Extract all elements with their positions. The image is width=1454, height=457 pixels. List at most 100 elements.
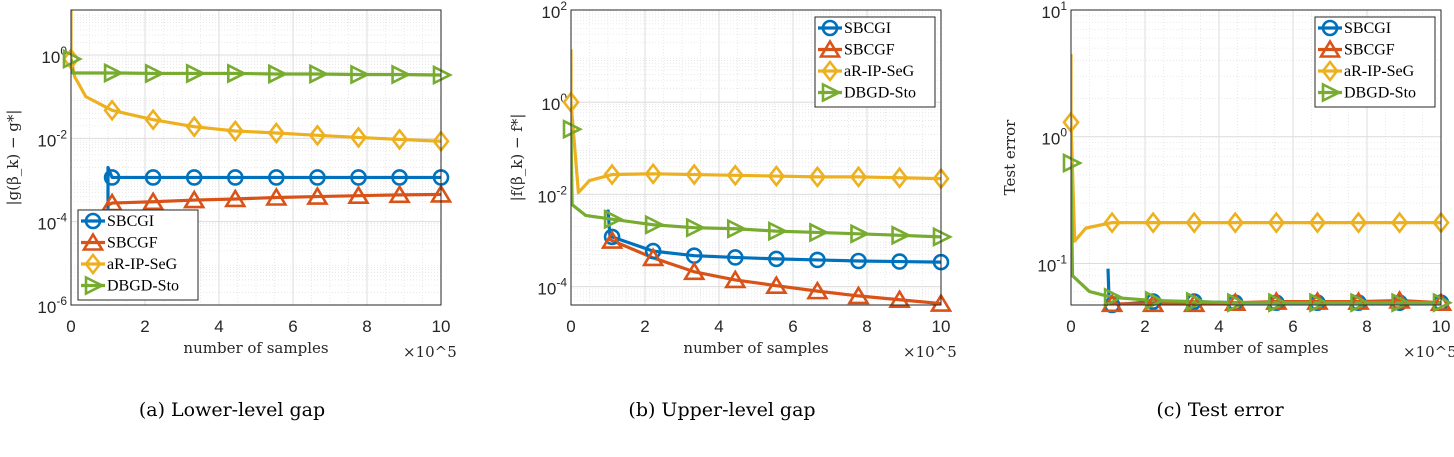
data-marker-DBGD-Sto: [185, 63, 207, 84]
legend-item: aR-IP-SeG: [81, 252, 178, 276]
data-marker-aR-IP-SeG: [767, 164, 785, 188]
x-tick-label: 4: [714, 317, 723, 336]
data-marker-SBCGI: [850, 252, 867, 270]
y-tick-label-base: 10: [1041, 3, 1060, 22]
series-line-aR-IP-SeG: [71, 10, 441, 143]
x-tick-label: 10: [432, 317, 451, 336]
data-marker-aR-IP-SeG: [1103, 211, 1121, 234]
data-marker-SBCGF: [929, 293, 953, 312]
y-tick-label-exponent: -4: [556, 276, 567, 290]
x-multiplier-c: ×10^5: [1403, 343, 1454, 361]
series-line-aR-IP-SeG: [1071, 53, 1441, 243]
data-marker-DBGD-Sto: [685, 217, 707, 238]
data-marker-DBGD-Sto: [644, 214, 666, 235]
data-marker-DBGD-Sto: [1062, 152, 1083, 174]
caption: (a) Lower-level gap: [139, 399, 325, 421]
legend: SBCGI SBCGF aR-IP-SeG DBGD-Sto: [1314, 16, 1436, 108]
legend-marker: [1321, 59, 1339, 83]
data-marker-DBGD-Sto: [268, 63, 289, 85]
legend: SBCGI SBCGF aR-IP-SeG DBGD-Sto: [77, 209, 199, 301]
y-tick-label: 10-4: [537, 276, 567, 299]
y-tick-label: 102: [541, 0, 567, 22]
x-tick-label: 6: [288, 317, 297, 336]
axes-box: [1070, 9, 1442, 306]
data-marker-aR-IP-SeG: [349, 126, 368, 149]
data-marker-SBCGI: [309, 169, 326, 186]
data-marker-DBGD-Sto: [932, 226, 953, 247]
data-marker-SBCGF: [1223, 292, 1247, 312]
y-tick-label-base: 10: [541, 3, 560, 22]
data-marker-aR-IP-SeG: [1226, 211, 1244, 234]
legend-item: SBCGF: [81, 231, 158, 252]
series-line-SBCGI: [606, 209, 941, 264]
data-marker-DBGD-Sto: [1350, 292, 1371, 313]
caption: (c) Test error: [1156, 399, 1284, 421]
data-marker-DBGD-Sto: [62, 48, 83, 70]
data-marker-DBGD-Sto: [144, 63, 166, 84]
y-tick-label-exponent: 0: [1060, 126, 1067, 140]
data-marker-SBCGI: [103, 169, 121, 186]
data-marker-aR-IP-SeG: [849, 165, 868, 189]
data-marker-aR-IP-SeG: [685, 163, 703, 186]
axes-box: [70, 9, 442, 306]
data-marker-DBGD-Sto: [768, 221, 789, 242]
x-tick-label: 0: [1066, 317, 1075, 336]
y-tick-label: 10-2: [37, 127, 67, 150]
data-marker-SBCGI: [726, 249, 744, 266]
data-marker-SBCGF: [600, 230, 624, 249]
data-marker-SBCGI: [603, 228, 621, 246]
legend-marker: [821, 82, 842, 103]
x-tick-label: 10: [1432, 317, 1451, 336]
legend-label: aR-IP-SeG: [107, 256, 178, 273]
data-marker-DBGD-Sto: [809, 222, 830, 243]
legend: SBCGI SBCGF aR-IP-SeG DBGD-Sto: [814, 16, 936, 108]
data-marker-SBCGF: [765, 275, 788, 294]
data-marker-DBGD-Sto: [103, 62, 124, 84]
data-marker-aR-IP-SeG: [1144, 211, 1162, 234]
data-marker-SBCGF: [306, 186, 329, 205]
y-tick-label-base: 10: [41, 48, 60, 67]
data-marker-DBGD-Sto: [850, 223, 871, 244]
y-tick-label: 10-4: [37, 211, 67, 234]
data-marker-aR-IP-SeG: [890, 166, 909, 189]
data-marker-SBCGI: [891, 253, 908, 270]
y-tick-label-exponent: -2: [556, 183, 567, 197]
data-marker-aR-IP-SeG: [390, 128, 409, 151]
legend-marker: [81, 231, 105, 251]
y-tick-label: 100: [1041, 126, 1067, 149]
data-marker-DBGD-Sto: [1309, 292, 1330, 313]
legend-marker: [1318, 38, 1342, 58]
x-multiplier-a: ×10^5: [403, 343, 457, 361]
data-marker-SBCGI: [350, 169, 367, 186]
legend-marker: [1321, 82, 1342, 103]
x-axis-label: number of samples: [683, 339, 828, 357]
legend-label: DBGD-Sto: [1344, 85, 1416, 102]
data-marker-DBGD-Sto: [603, 209, 624, 230]
y-axis-label: |f(β_k) − f*|: [508, 114, 526, 202]
y-axis-label: |g(β_k) − g*|: [4, 110, 22, 206]
data-marker-SBCGI: [144, 169, 162, 186]
data-marker-SBCGF: [347, 185, 370, 204]
legend-label: SBCGF: [107, 235, 158, 252]
legend-label: DBGD-Sto: [844, 85, 916, 102]
y-tick-label-exponent: 2: [560, 0, 567, 13]
data-marker-DBGD-Sto: [1432, 292, 1453, 313]
legend-item: aR-IP-SeG: [1318, 59, 1415, 83]
data-marker-SBCGI: [185, 169, 203, 186]
data-marker-aR-IP-SeG: [144, 108, 162, 131]
series-line-SBCGF: [107, 192, 441, 207]
legend-marker: [818, 38, 842, 58]
data-marker-SBCGI: [268, 169, 285, 186]
legend-item: aR-IP-SeG: [818, 59, 915, 83]
data-marker-SBCGI: [809, 251, 826, 269]
y-tick-label-exponent: 1: [1060, 0, 1067, 13]
data-marker-DBGD-Sto: [432, 64, 453, 86]
y-tick-label-base: 10: [537, 187, 556, 206]
legend-item: DBGD-Sto: [81, 275, 179, 296]
data-marker-SBCGI: [644, 242, 662, 260]
y-tick-label: 100: [541, 91, 567, 114]
legend-marker: [1321, 19, 1339, 37]
data-marker-DBGD-Sto: [391, 64, 412, 85]
